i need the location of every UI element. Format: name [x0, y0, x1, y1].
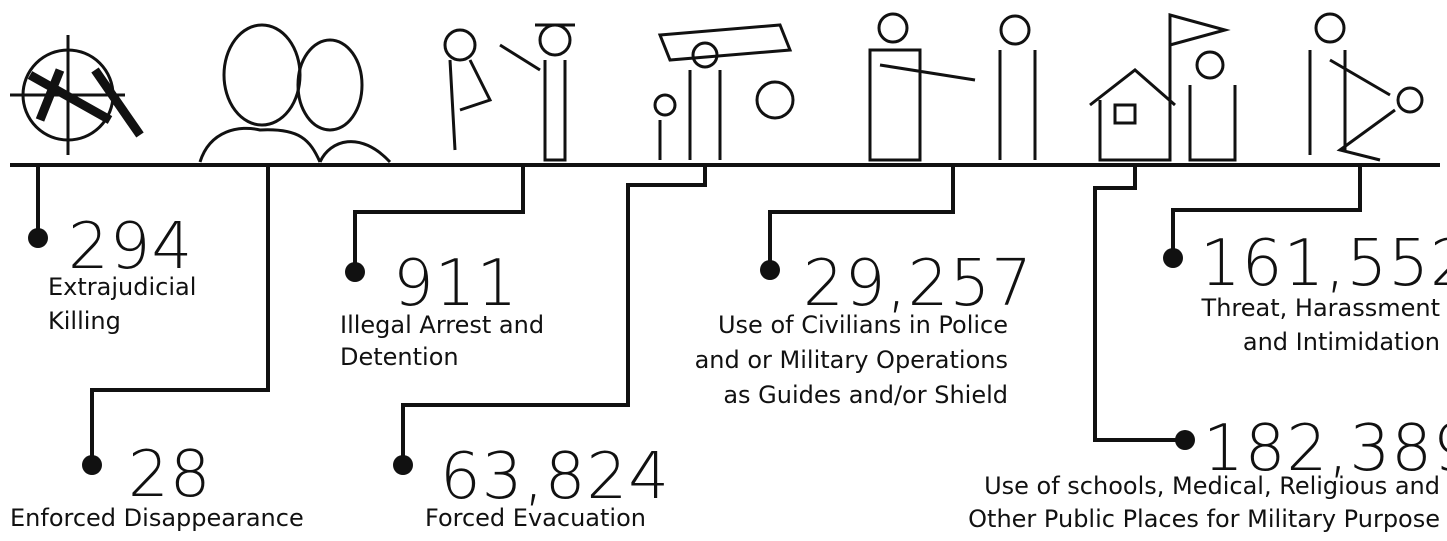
- stat-label: Forced Evacuation: [425, 504, 646, 532]
- stat-number: 29,257: [803, 247, 1033, 321]
- stat-label: Illegal Arrest and: [340, 311, 544, 339]
- stat-label: Other Public Places for Military Purpose: [968, 505, 1440, 533]
- stat-number: 161,552: [1200, 227, 1447, 301]
- dot: [760, 260, 780, 280]
- stat-label: and Intimidation: [1243, 328, 1440, 356]
- illustrations: [10, 14, 1422, 162]
- stat-label: Extrajudicial: [48, 273, 196, 301]
- dot: [1175, 430, 1195, 450]
- dot: [28, 228, 48, 248]
- dot: [82, 455, 102, 475]
- dot: [1163, 248, 1183, 268]
- connector: [1095, 165, 1185, 440]
- stat-label: Detention: [340, 343, 459, 371]
- stat-number: 911: [393, 247, 518, 321]
- stat-label: and or Military Operations: [695, 346, 1008, 374]
- stat-label: Use of Civilians in Police: [718, 311, 1008, 339]
- stat-label: Enforced Disappearance: [10, 504, 304, 532]
- stat-number: 63,824: [440, 440, 670, 514]
- dot: [393, 455, 413, 475]
- dot: [345, 262, 365, 282]
- stat-number: 28: [128, 438, 211, 512]
- infographic: 294ExtrajudicialKilling28Enforced Disapp…: [0, 0, 1447, 541]
- stat-label: Use of schools, Medical, Religious and: [984, 472, 1440, 500]
- stat-label: Threat, Harassment: [1201, 294, 1440, 322]
- stat-label: Killing: [48, 307, 121, 335]
- stat-label: as Guides and/or Shield: [723, 381, 1008, 409]
